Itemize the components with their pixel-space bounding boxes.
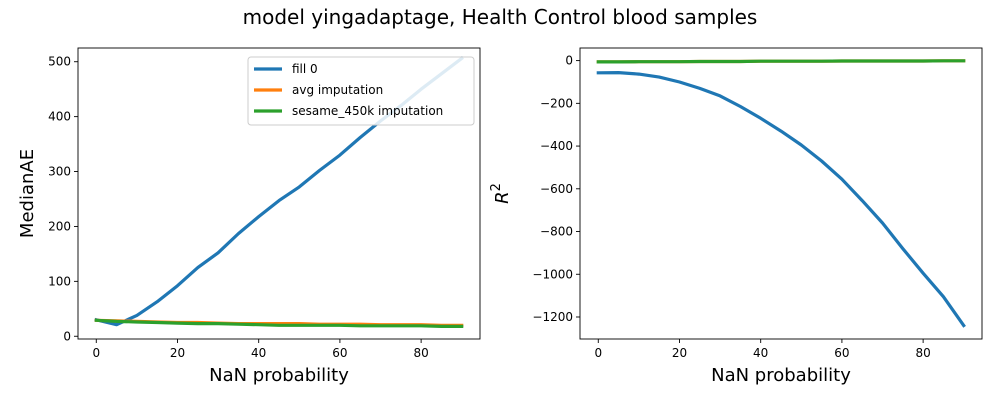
figure-title: model yingadaptage, Health Control blood… <box>243 5 758 29</box>
y-tick-label: −200 <box>540 96 573 110</box>
y-tick-label: −1000 <box>532 267 573 281</box>
x-tick-label: 40 <box>753 346 768 360</box>
y-axis-label: MedianAE <box>17 149 38 238</box>
legend-entry: sesame_450k imputation <box>292 104 443 118</box>
x-tick-label: 20 <box>672 346 687 360</box>
x-tick-label: 80 <box>915 346 930 360</box>
y-axis-label: R2 <box>489 183 513 204</box>
x-tick-label: 60 <box>834 346 849 360</box>
series-line-2 <box>596 59 966 64</box>
y-tick-label: −1200 <box>532 310 573 324</box>
y-tick-label: 0 <box>565 54 573 68</box>
y-tick-label: −400 <box>540 139 573 153</box>
x-axis-label: NaN probability <box>711 365 851 386</box>
series-line-sesame-450k-imputation <box>94 318 464 328</box>
x-tick-label: 0 <box>594 346 602 360</box>
legend: fill 0 avg imputation sesame_450k imputati… <box>247 56 475 126</box>
y-tick-label: 200 <box>48 219 71 233</box>
y-tick-label: 100 <box>48 274 71 288</box>
y-tick-label: 300 <box>48 165 71 179</box>
y-tick-label: 500 <box>48 55 71 69</box>
chart-panel-r-squared: 0 20 40 60 80 0 −200 −400 −600 −800 −1000 −1200 NaN … <box>489 47 983 386</box>
chart-panel-median-ae: 0 20 40 60 80 0 100 200 300 400 500 NaN probability… <box>17 47 481 386</box>
y-tick-label: −800 <box>540 225 573 239</box>
x-tick-label: 0 <box>92 346 100 360</box>
x-axis-label: NaN probability <box>209 365 349 386</box>
x-tick-label: 40 <box>251 346 266 360</box>
x-tick-label: 20 <box>170 346 185 360</box>
y-tick-label: −600 <box>540 182 573 196</box>
plot-frame <box>579 47 983 340</box>
x-tick-label: 60 <box>332 346 347 360</box>
y-tick-label: 0 <box>63 329 71 343</box>
series-line-0 <box>596 71 966 328</box>
legend-entry: fill 0 <box>292 62 318 76</box>
plot-frame <box>77 47 481 340</box>
y-tick-label: 400 <box>48 110 71 124</box>
x-tick-label: 80 <box>413 346 428 360</box>
legend-box <box>247 56 475 126</box>
legend-entry: avg imputation <box>292 83 383 97</box>
